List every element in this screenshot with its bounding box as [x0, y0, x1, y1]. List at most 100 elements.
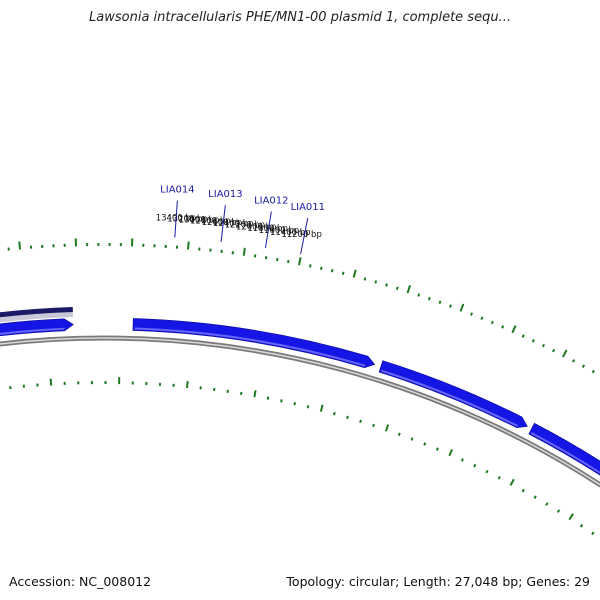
inner-tick	[568, 513, 574, 521]
outer-tick	[449, 304, 452, 308]
inner-tick	[280, 399, 283, 403]
outer-tick	[309, 264, 312, 268]
backbone-inner	[0, 337, 600, 486]
inner-tick	[306, 405, 310, 409]
outer-tick	[363, 277, 367, 281]
inner-tick	[346, 415, 349, 420]
inner-tick	[397, 432, 401, 437]
inner-tick	[266, 396, 270, 400]
accession-text: Accession: NC_008012	[9, 574, 152, 589]
outer-tick	[385, 283, 388, 287]
outer-tick	[417, 293, 421, 297]
outer-tick	[531, 339, 535, 343]
outer-tick	[521, 334, 525, 338]
outer-tick	[330, 269, 334, 273]
outer-tick	[571, 359, 576, 363]
gene-arrow-lia014-lower-shine	[0, 327, 65, 335]
tick-label: 12600 bp	[202, 218, 243, 228]
inner-tick	[533, 495, 537, 500]
outer-tick	[406, 285, 411, 294]
gene-label: LIA012	[254, 195, 288, 206]
tick-label: 12000 bp	[236, 222, 277, 232]
tick-label: 12200 bp	[225, 221, 266, 231]
gene-label: LIA011	[291, 202, 325, 213]
outer-tick	[427, 296, 431, 301]
inner-tick	[410, 437, 414, 441]
gene-arrow-lia013	[132, 318, 376, 368]
gene-leader-line	[220, 204, 226, 242]
gene-label: LIA014	[160, 185, 194, 196]
inner-tick	[448, 449, 454, 457]
tick-label: 11400 bp	[270, 228, 311, 238]
outer-tick	[501, 325, 505, 329]
inner-tick	[485, 469, 489, 474]
gene-leader-line	[174, 200, 178, 238]
inner-tick	[333, 411, 336, 416]
inner-tick	[556, 509, 561, 513]
inner-tick	[319, 404, 324, 412]
gene-label: LIA013	[208, 189, 242, 200]
inner-tick	[384, 424, 390, 432]
tick-label: 11200 bp	[281, 230, 322, 240]
outer-tick	[541, 343, 546, 348]
gene-arrow-lia012-shine	[380, 369, 519, 427]
outer-tick-ring	[7, 238, 595, 374]
inner-tick	[359, 419, 362, 424]
tick-label: 13000 bp	[179, 215, 220, 225]
tick-label: 13200 bp	[167, 214, 208, 224]
tick-label: 11800 bp	[247, 224, 288, 234]
inner-tick	[253, 390, 257, 398]
outer-tick	[490, 320, 494, 325]
outer-tick	[470, 312, 474, 316]
inner-tick	[372, 423, 375, 428]
tick-label: 11600 bp	[259, 226, 300, 236]
gene-track	[0, 307, 600, 476]
inner-tick	[293, 402, 297, 406]
topology-summary: Topology: circular; Length: 27,048 bp; G…	[286, 574, 590, 589]
inner-tick	[473, 463, 477, 468]
outer-tick	[341, 271, 345, 276]
outer-tick	[562, 349, 568, 358]
map-title: Lawsonia intracellularis PHE/MN1-00 plas…	[89, 10, 511, 25]
gene-arrow-lia011	[528, 422, 600, 476]
gene-arrow-lia012	[378, 360, 528, 429]
outer-tick	[298, 257, 302, 266]
inner-tick	[435, 447, 439, 451]
outer-tick	[374, 280, 378, 284]
inner-tick	[460, 458, 464, 462]
tick-label: 12400 bp	[213, 219, 254, 229]
gene-arrow-lia014-upper	[0, 307, 73, 318]
outer-tick	[552, 348, 556, 353]
outer-tick	[319, 266, 323, 270]
inner-tick	[497, 475, 501, 480]
outer-tick	[287, 259, 290, 264]
gene-leader-line	[264, 211, 272, 249]
outer-tick	[438, 300, 442, 305]
inner-tick-ring	[9, 377, 595, 536]
outer-tick	[187, 241, 190, 250]
outer-tick	[511, 325, 517, 334]
gene-arrow-lia013-shine	[134, 327, 366, 367]
outer-tick	[581, 364, 586, 368]
inner-tick	[186, 380, 189, 389]
outer-tick	[352, 269, 357, 278]
backbone-outer	[0, 335, 600, 488]
inner-tick	[423, 442, 427, 446]
gene-shadow-lia014	[0, 308, 74, 323]
outer-tick	[18, 241, 21, 250]
gene-leader-line	[300, 217, 309, 255]
inner-tick	[591, 531, 595, 536]
inner-tick	[545, 502, 549, 506]
tick-label: 12800 bp	[190, 217, 231, 227]
outer-tick	[395, 286, 399, 290]
inner-tick	[521, 488, 525, 493]
plasmid-backbone	[0, 335, 600, 488]
inner-tick	[509, 478, 515, 486]
outer-tick	[459, 303, 465, 312]
inner-tick	[579, 523, 584, 528]
outer-tick	[591, 369, 595, 374]
gene-arrow-lia011-shine	[530, 432, 600, 475]
